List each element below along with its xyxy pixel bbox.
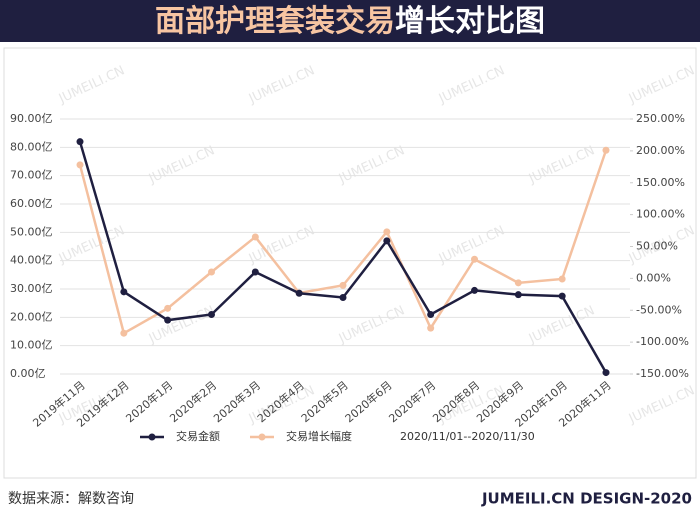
point [602,369,610,377]
point [120,329,128,337]
point [383,237,391,245]
title-highlight: 面部护理套装交易 [155,4,395,39]
y-tick-label: 70.00亿 [10,169,53,182]
plot-panel [3,47,697,479]
legend-dot [258,433,266,441]
source: 数据来源：解数咨询 [8,491,134,507]
point [602,146,610,154]
point [514,291,522,299]
legend-label: 交易金额 [176,429,220,443]
date-range: 2020/11/01--2020/11/30 [400,430,535,443]
title-rest: 增长对比图 [395,4,545,39]
point [295,289,303,297]
credit: JUMEILI.CN DESIGN-2020 [481,490,692,508]
y-tick-label: 50.00亿 [10,225,53,238]
point [471,286,478,294]
y-tick-label: 60.00亿 [10,197,53,210]
y2-tick-label: -150.00% [636,367,689,380]
y2-tick-label: 150.00% [636,176,685,189]
y-tick-label: 20.00亿 [10,310,53,323]
y2-tick-label: 0.00% [636,271,671,284]
point [339,294,347,301]
point [558,292,566,300]
point [427,324,435,332]
y2-tick-label: -50.00% [636,303,682,316]
point [427,311,435,318]
title-bar [0,0,700,42]
legend-dot [148,433,156,441]
point [471,255,478,263]
point [558,275,566,283]
y-tick-label: 0.00亿 [10,367,46,380]
point [383,228,391,236]
chart-title: 面部护理套装交易增长对比图 [155,4,545,39]
y-tick-label: 10.00亿 [10,339,53,352]
y2-tick-label: 200.00% [636,144,685,157]
legend-label: 交易增长幅度 [286,429,352,443]
y-tick-label: 30.00亿 [10,282,53,295]
y2-tick-label: 100.00% [636,208,685,221]
point [120,288,128,296]
point [339,281,347,289]
point [76,138,84,146]
y-tick-label: 80.00亿 [10,140,53,153]
y2-tick-label: 250.00% [636,112,685,125]
y-tick-label: 40.00亿 [10,254,53,267]
point [208,268,215,276]
y2-tick-label: 50.00% [636,240,678,253]
point [251,233,259,241]
y2-tick-label: -100.00% [636,335,689,348]
point [208,311,215,318]
point [164,304,172,312]
y-tick-label: 90.00亿 [10,112,53,125]
point [251,268,259,276]
point [164,316,172,324]
point [76,161,84,169]
point [514,279,522,287]
